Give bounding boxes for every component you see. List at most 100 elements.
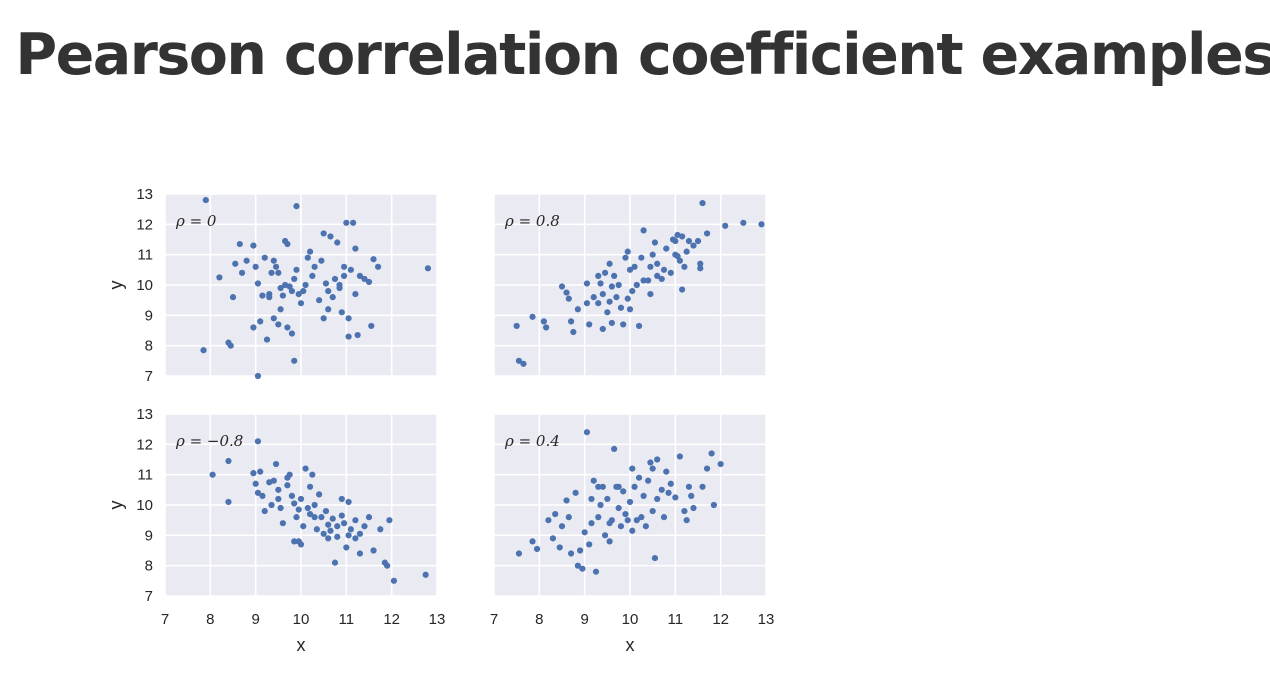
data-point <box>611 445 618 452</box>
data-point <box>703 465 711 472</box>
correlation-label: ρ = 0 <box>175 212 217 230</box>
data-point <box>617 523 625 530</box>
data-point <box>588 520 595 527</box>
data-point <box>354 331 361 339</box>
data-point <box>633 281 640 289</box>
data-point <box>654 495 661 503</box>
y-tick-label: 7 <box>145 368 153 385</box>
x-tick-label: 12 <box>383 611 400 628</box>
data-point <box>277 504 284 512</box>
data-point <box>658 486 665 493</box>
data-point <box>699 483 706 490</box>
data-point <box>633 517 640 524</box>
data-point <box>558 283 566 290</box>
data-point <box>361 275 368 283</box>
data-point <box>595 272 602 279</box>
data-point <box>549 535 557 542</box>
data-point <box>293 203 300 210</box>
x-tick-label: 10 <box>622 611 639 628</box>
data-point <box>300 287 307 295</box>
data-point <box>654 272 661 279</box>
data-point <box>254 372 262 380</box>
data-point <box>338 495 345 503</box>
y-tick-label: 9 <box>145 527 153 544</box>
data-point <box>291 357 298 364</box>
data-point <box>640 277 647 284</box>
data-point <box>543 324 550 331</box>
data-point <box>284 474 291 481</box>
data-point <box>631 263 638 270</box>
data-point <box>250 324 257 331</box>
data-point <box>588 495 595 503</box>
x-tick-label: 9 <box>251 611 259 628</box>
data-point <box>624 517 631 524</box>
data-point <box>320 315 327 322</box>
data-point <box>268 269 275 276</box>
data-point <box>268 501 275 509</box>
x-tick-label: 10 <box>293 611 310 628</box>
data-point <box>624 295 631 302</box>
data-point <box>595 300 602 307</box>
x-tick-label: 8 <box>535 611 543 628</box>
data-point <box>740 219 747 226</box>
data-point <box>581 529 588 536</box>
data-point <box>540 318 547 325</box>
data-point <box>327 233 334 240</box>
data-point <box>322 280 330 287</box>
y-axis-label: y <box>106 281 126 290</box>
data-point <box>336 281 343 289</box>
data-point <box>347 266 354 273</box>
data-point <box>347 526 354 533</box>
data-point <box>288 287 296 295</box>
data-point <box>257 468 264 475</box>
data-point <box>306 510 314 518</box>
data-point <box>275 321 282 328</box>
data-point <box>586 541 593 548</box>
data-point <box>279 292 286 299</box>
data-point <box>574 306 581 313</box>
data-point <box>338 309 345 316</box>
data-point <box>688 492 695 499</box>
x-axis-label: x <box>626 635 635 655</box>
data-point <box>261 254 268 261</box>
data-point <box>533 545 541 553</box>
data-point <box>297 541 305 548</box>
data-point <box>390 577 398 584</box>
data-point <box>318 514 325 521</box>
data-point <box>758 221 765 228</box>
data-point <box>667 269 674 276</box>
data-point <box>291 538 298 545</box>
data-point <box>617 304 625 311</box>
data-point <box>320 230 327 237</box>
data-point <box>374 263 382 270</box>
data-point <box>690 504 697 512</box>
data-point <box>345 315 352 322</box>
data-point <box>263 336 271 343</box>
data-point <box>243 257 250 264</box>
data-point <box>513 322 520 330</box>
data-point <box>515 550 523 557</box>
data-point <box>672 494 679 501</box>
data-point <box>313 526 320 533</box>
data-point <box>334 523 341 530</box>
data-point <box>370 547 377 554</box>
y-tick-label: 13 <box>136 186 153 203</box>
y-tick-label: 10 <box>136 497 153 514</box>
data-point <box>586 321 593 328</box>
data-point <box>288 330 296 337</box>
data-point <box>345 532 352 539</box>
data-point <box>325 306 332 313</box>
data-point <box>275 486 282 493</box>
data-point <box>654 456 661 463</box>
data-point <box>257 318 264 325</box>
data-point <box>722 222 729 229</box>
data-point <box>640 227 647 234</box>
data-point <box>629 527 636 534</box>
data-point <box>615 281 622 289</box>
data-point <box>708 450 715 457</box>
y-tick-label: 8 <box>145 558 153 575</box>
data-point <box>604 309 611 316</box>
data-point <box>649 465 656 472</box>
data-point <box>606 538 613 545</box>
